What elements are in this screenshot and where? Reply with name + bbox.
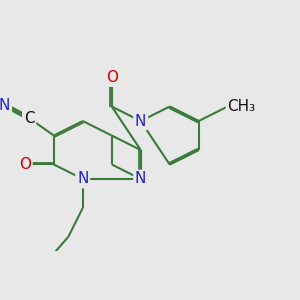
Text: CH₃: CH₃	[228, 99, 256, 114]
Text: N: N	[135, 172, 146, 187]
Text: N: N	[135, 113, 146, 128]
Text: N: N	[0, 98, 10, 112]
Text: C: C	[24, 111, 34, 126]
Text: N: N	[77, 172, 88, 187]
Text: O: O	[19, 157, 31, 172]
Text: O: O	[106, 70, 118, 85]
